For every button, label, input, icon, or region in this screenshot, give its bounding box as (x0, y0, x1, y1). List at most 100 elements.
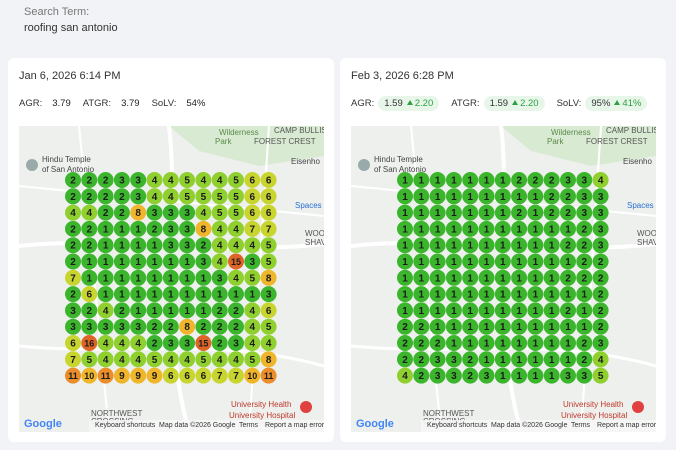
rank-dot (429, 253, 446, 270)
rank-value: 2 (119, 192, 125, 203)
rank-value: 3 (582, 176, 588, 187)
rank-value: 1 (467, 176, 473, 187)
rank-dot (260, 188, 277, 205)
rank-dot (445, 188, 462, 205)
rank-dot (179, 220, 196, 237)
rank-value: 1 (467, 306, 473, 317)
rank-dot (162, 188, 179, 205)
rank-value: 1 (500, 322, 506, 333)
rank-value: 1 (565, 257, 571, 268)
rank-value: 1 (402, 241, 408, 252)
rank-dot (130, 237, 147, 254)
rank-value: 1 (435, 176, 441, 187)
rank-dot (195, 220, 212, 237)
map-label: Hindu Temple (374, 155, 423, 164)
rank-dot (228, 286, 244, 303)
rank-dot (65, 286, 81, 303)
rank-dot (146, 172, 163, 188)
rank-dot (576, 237, 593, 254)
rank-value: 4 (217, 257, 223, 268)
rank-value: 1 (451, 322, 457, 333)
rank-value: 3 (119, 322, 125, 333)
rank-value: 4 (168, 176, 174, 187)
rank-dot (179, 188, 196, 205)
map-label: of San Antonio (374, 165, 427, 174)
rank-dot (413, 172, 430, 188)
rank-value: 3 (598, 192, 604, 203)
metric-label: SoLV: (556, 98, 582, 109)
rank-dot (462, 269, 479, 286)
rank-value: 1 (500, 339, 506, 350)
metric-label: AGR: (351, 98, 375, 109)
rank-value: 2 (582, 355, 588, 366)
rank-dot (462, 335, 479, 351)
rank-dot (576, 172, 593, 188)
rank-dot (576, 269, 593, 286)
map-label: NORTHWEST (91, 409, 143, 418)
rank-value: 3 (135, 192, 141, 203)
rank-value: 1 (549, 290, 555, 301)
rank-dot (65, 269, 81, 286)
rank-value: 1 (419, 273, 425, 284)
rank-dot (592, 302, 609, 319)
rank-dot (228, 269, 244, 286)
date: Jan 6, 2026 6:14 PM (19, 70, 121, 82)
rank-value: 4 (168, 192, 174, 203)
rank-dot (527, 335, 544, 351)
rank-dot (543, 188, 560, 205)
rank-value: 2 (70, 257, 76, 268)
rank-dot (146, 253, 163, 270)
rank-value: 15 (231, 257, 241, 267)
rank-value: 2 (152, 322, 158, 333)
rank-dot (494, 220, 511, 237)
rank-value: 1 (467, 241, 473, 252)
rank-value: 7 (70, 355, 76, 366)
rank-dot (494, 253, 511, 270)
rank-dot (162, 237, 179, 254)
rank-dot (211, 269, 228, 286)
rank-dot (429, 318, 446, 335)
rank-dot (81, 302, 98, 319)
rank-value: 3 (598, 241, 604, 252)
rank-value: 1 (435, 241, 441, 252)
rank-value: 1 (582, 306, 588, 317)
rank-dot (97, 367, 114, 384)
rank-dot (445, 172, 462, 188)
rank-value: 6 (250, 176, 256, 187)
rank-value: 4 (103, 306, 109, 317)
rank-value: 2 (233, 322, 239, 333)
rank-value: 1 (168, 290, 174, 301)
rank-value: 1 (419, 306, 425, 317)
rank-dot (81, 286, 98, 303)
rank-dot (397, 237, 413, 254)
rank-dot (130, 269, 147, 286)
rank-value: 2 (419, 371, 425, 382)
rank-dot (97, 302, 114, 319)
rank-dot (397, 188, 413, 205)
map-label: Spaces (627, 201, 654, 210)
rank-dot (543, 253, 560, 270)
rank-dot (592, 351, 609, 368)
rank-value: 5 (201, 355, 207, 366)
rank-dot (195, 367, 212, 384)
map-label: Wilderness (551, 128, 591, 137)
rank-value: 1 (500, 273, 506, 284)
rank-value: 2 (402, 322, 408, 333)
rank-value: 3 (70, 306, 76, 317)
rank-value: 2 (70, 176, 76, 187)
rank-dot (527, 367, 544, 384)
rank-dot (445, 302, 462, 319)
rank-dot (260, 318, 277, 335)
rank-value: 7 (266, 224, 272, 235)
rank-value: 2 (217, 339, 223, 350)
map-footer: Google (24, 418, 62, 430)
rank-dot (592, 220, 609, 237)
rank-value: 2 (70, 241, 76, 252)
rank-dot (592, 172, 609, 188)
rank-value: 1 (184, 257, 190, 268)
rank-dot (413, 367, 430, 384)
rank-value: 2 (233, 306, 239, 317)
rank-dot (146, 286, 163, 303)
rank-value: 1 (168, 273, 174, 284)
rank-value: 1 (467, 273, 473, 284)
